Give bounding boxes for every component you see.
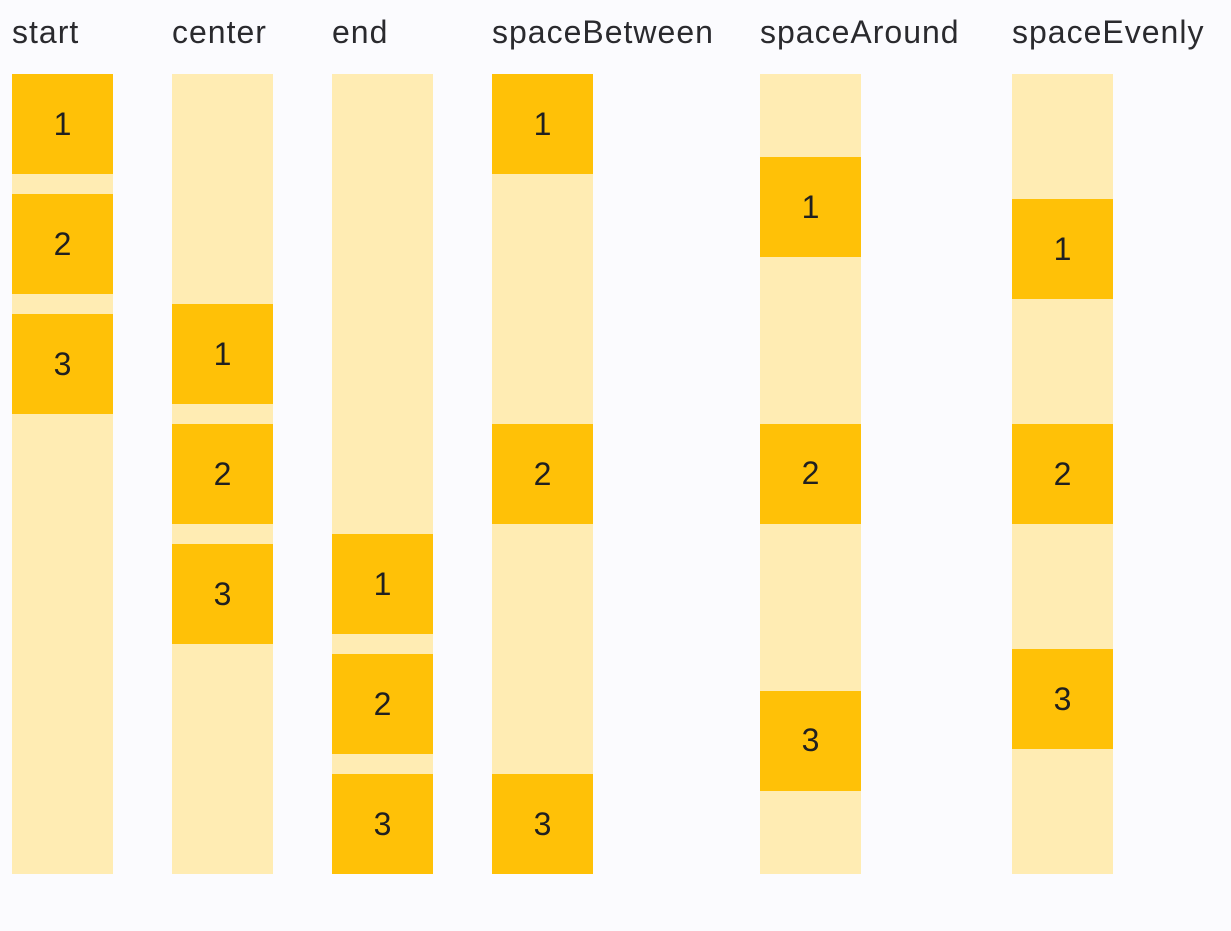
flex-item: 3 (1012, 649, 1113, 749)
flex-item: 2 (492, 424, 593, 524)
flex-item: 2 (760, 423, 861, 524)
column-center: center 1 2 3 (172, 12, 273, 874)
flex-item: 2 (332, 654, 433, 754)
flex-item: 1 (760, 157, 861, 258)
flex-item: 2 (1012, 424, 1113, 524)
flex-item: 2 (172, 424, 273, 524)
flex-container-track: 1 2 3 (492, 74, 593, 874)
flex-container-track: 1 2 3 (760, 74, 861, 874)
flex-container-track: 1 2 3 (332, 74, 433, 874)
flex-item: 1 (332, 534, 433, 634)
column-label: spaceEvenly (1012, 14, 1205, 50)
column-start: start 1 2 3 (12, 12, 113, 874)
column-label: start (12, 14, 80, 50)
flex-container-track: 1 2 3 (12, 74, 113, 874)
column-space-evenly: spaceEvenly 1 2 3 (1012, 12, 1204, 874)
flex-item: 3 (492, 774, 593, 874)
flex-item: 3 (332, 774, 433, 874)
column-label: spaceBetween (492, 14, 714, 50)
flex-item: 3 (12, 314, 113, 414)
column-space-between: spaceBetween 1 2 3 (492, 12, 714, 874)
column-label: end (332, 14, 389, 50)
column-label: spaceAround (760, 14, 960, 50)
column-label: center (172, 14, 267, 50)
flex-item: 1 (172, 304, 273, 404)
flex-item: 1 (12, 74, 113, 174)
flex-container-track: 1 2 3 (172, 74, 273, 874)
column-space-around: spaceAround 1 2 3 (760, 12, 960, 874)
flex-item: 2 (12, 194, 113, 294)
column-end: end 1 2 3 (332, 12, 433, 874)
flex-item: 3 (760, 690, 861, 791)
flex-item: 1 (492, 74, 593, 174)
flex-item: 3 (172, 544, 273, 644)
flex-item: 1 (1012, 199, 1113, 299)
flex-container-track: 1 2 3 (1012, 74, 1113, 874)
